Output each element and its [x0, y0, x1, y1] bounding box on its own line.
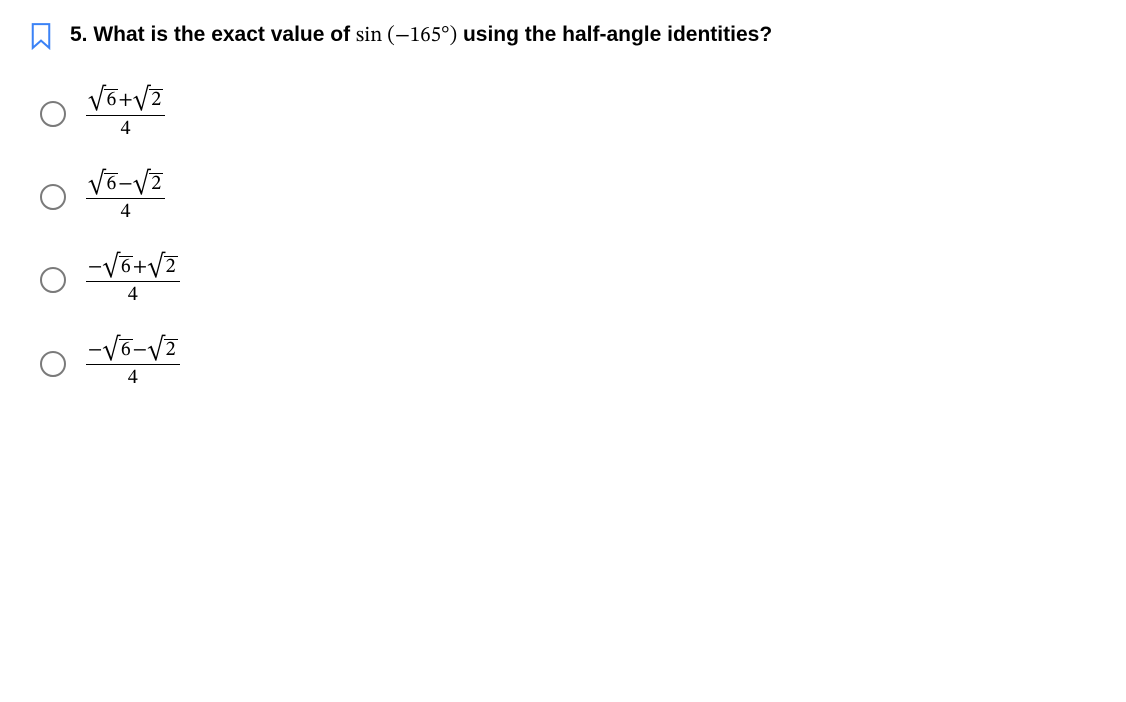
option-math: −√6+√2 4: [86, 255, 180, 306]
option-a[interactable]: √6+√2 4: [40, 88, 1096, 139]
question-number: 5.: [70, 23, 88, 46]
bookmark-icon[interactable]: [30, 22, 52, 50]
option-c[interactable]: −√6+√2 4: [40, 255, 1096, 306]
question-text: 5. What is the exact value of sin (−165°…: [70, 20, 772, 50]
question-text-before: What is the exact value of: [88, 23, 356, 46]
question-header: 5. What is the exact value of sin (−165°…: [30, 20, 1096, 50]
radio-button[interactable]: [40, 101, 66, 127]
question-text-after: using the half-angle identities?: [457, 23, 772, 46]
option-d[interactable]: −√6−√2 4: [40, 338, 1096, 389]
option-math: √6+√2 4: [86, 88, 165, 139]
option-math: −√6−√2 4: [86, 338, 180, 389]
options-container: √6+√2 4 √6−√2 4 −√6+√2 4 −√6−√2 4: [40, 88, 1096, 389]
radio-button[interactable]: [40, 184, 66, 210]
option-b[interactable]: √6−√2 4: [40, 172, 1096, 223]
question-math: sin (−165°): [356, 25, 457, 46]
radio-button[interactable]: [40, 267, 66, 293]
option-math: √6−√2 4: [86, 172, 165, 223]
radio-button[interactable]: [40, 351, 66, 377]
